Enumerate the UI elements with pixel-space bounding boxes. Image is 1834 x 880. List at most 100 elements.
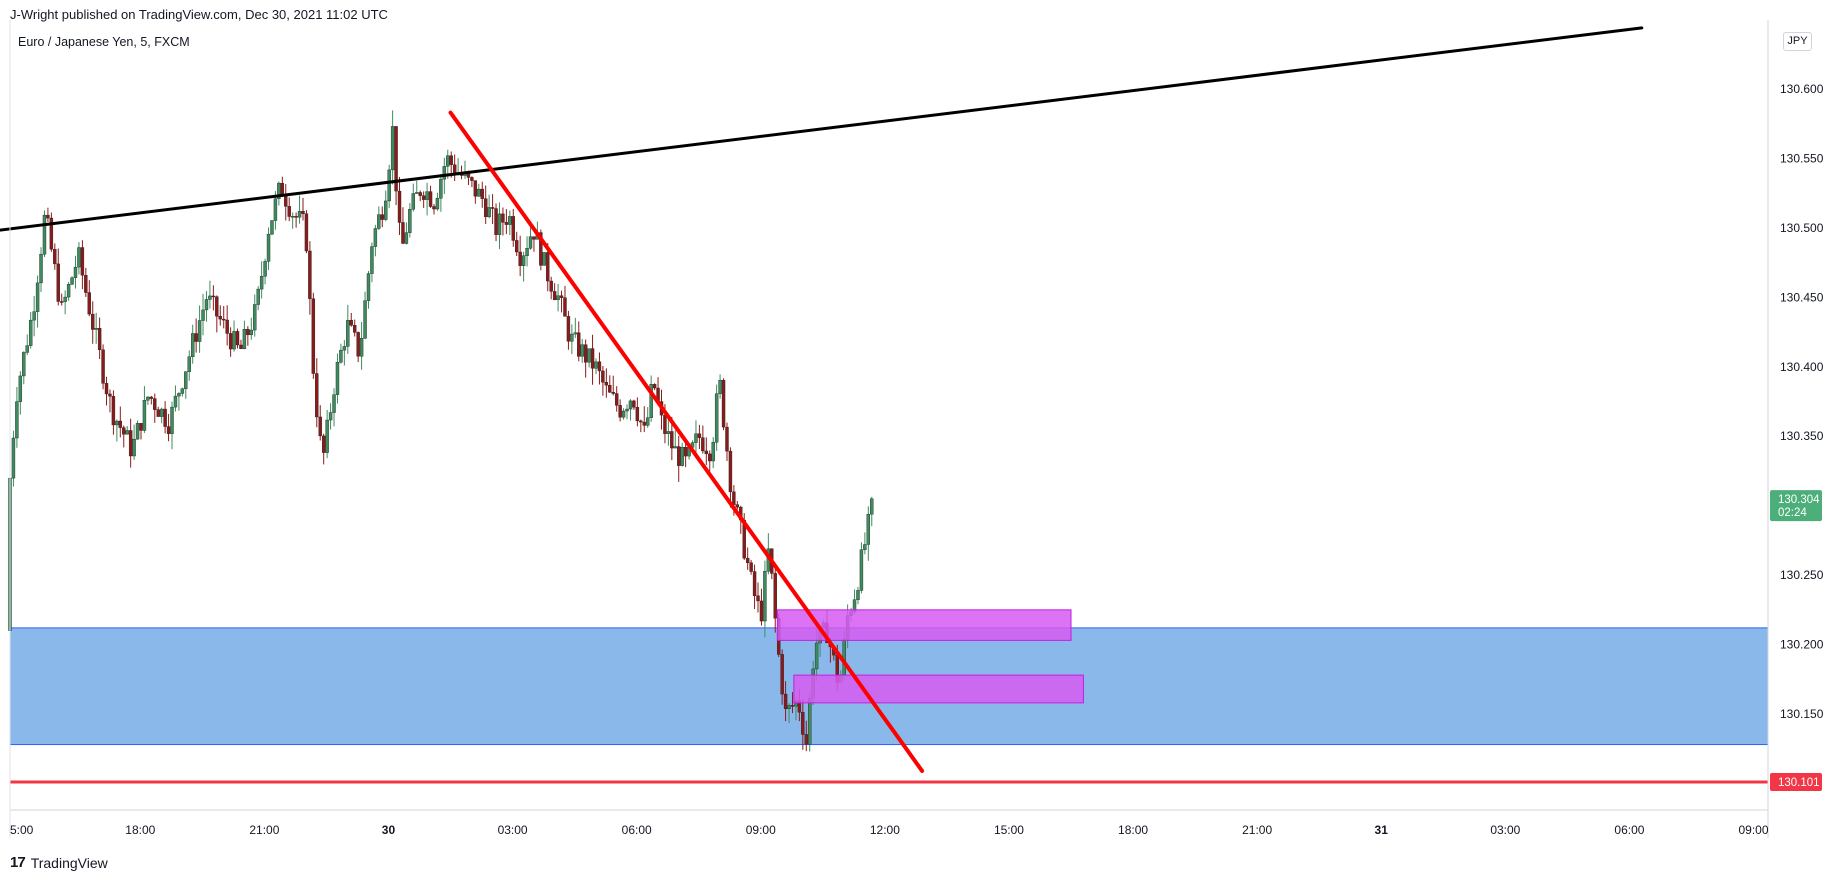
candle-body xyxy=(614,393,619,406)
candle-body xyxy=(159,408,164,417)
candle-body xyxy=(721,380,726,428)
candle-body xyxy=(180,388,185,394)
candle-body xyxy=(577,332,581,357)
candle-body xyxy=(418,192,422,196)
candle-body xyxy=(135,423,140,440)
candle-body xyxy=(97,328,102,350)
candle-body xyxy=(215,296,219,317)
x-tick-label: 18:00 xyxy=(125,823,155,837)
candle-body xyxy=(759,600,764,622)
candle-body xyxy=(442,166,447,180)
axes-layer: 130.600 130.550 130.500 130.450 130.400 130.3… xyxy=(9,20,1824,838)
candle-body xyxy=(66,284,71,298)
candle-body xyxy=(646,417,650,426)
candle-body xyxy=(632,400,636,408)
rising-trendline xyxy=(0,26,1644,232)
candle-body xyxy=(787,705,791,709)
candle-body xyxy=(804,734,808,745)
candle-body xyxy=(25,345,29,353)
candle-body xyxy=(745,557,750,563)
candle-body xyxy=(718,380,722,394)
candle-body xyxy=(22,352,26,377)
candle-body xyxy=(625,408,629,412)
candle-body xyxy=(549,280,553,292)
footer-brand[interactable]: 17 TradingView xyxy=(10,854,108,871)
candle-body xyxy=(353,325,357,333)
candle-body xyxy=(359,337,364,357)
candle-body xyxy=(470,177,474,181)
candle-body xyxy=(480,188,484,199)
candle-body xyxy=(408,208,412,233)
candle-body xyxy=(201,309,205,321)
candle-body xyxy=(242,329,247,349)
candle-body xyxy=(704,450,709,455)
candle-body xyxy=(752,571,757,596)
candle-body xyxy=(452,164,457,175)
candle-body xyxy=(270,220,274,235)
candle-body xyxy=(315,373,319,418)
x-tick-label: 09:00 xyxy=(1739,823,1769,837)
candle-body xyxy=(401,222,405,244)
candle-body xyxy=(390,126,395,171)
candle-body xyxy=(342,346,347,351)
x-tick-label: 15:00 xyxy=(994,823,1024,837)
candle-body xyxy=(84,275,88,293)
x-tick-label: 03:00 xyxy=(1490,823,1520,837)
candle-body xyxy=(518,251,522,266)
y-tick-label: 130.150 xyxy=(1780,707,1824,721)
symbol-legend[interactable]: Euro / Japanese Yen, 5, FXCM xyxy=(18,35,190,49)
candle-body xyxy=(73,266,78,278)
candle-body xyxy=(714,393,719,443)
candle-body xyxy=(673,446,677,449)
candle-body xyxy=(808,698,812,745)
candle-body xyxy=(552,291,557,301)
candle-body xyxy=(328,412,333,421)
candle-body xyxy=(756,595,760,602)
tradingview-logo-icon: 17 xyxy=(10,854,26,871)
candle-body xyxy=(335,362,340,395)
candle-body xyxy=(566,316,571,342)
candle-body xyxy=(311,298,316,374)
candle-body xyxy=(104,383,109,395)
x-tick-label: 21:00 xyxy=(1242,823,1272,837)
candle-body xyxy=(346,320,350,347)
candle-body xyxy=(749,562,753,572)
currency-badge[interactable]: JPY xyxy=(1783,32,1812,51)
candle-body xyxy=(366,273,371,301)
candle-body xyxy=(190,333,195,357)
candle-body xyxy=(332,394,336,413)
candle-body xyxy=(125,430,129,435)
candle-body xyxy=(239,344,243,349)
candle-body xyxy=(128,430,133,457)
candle-body xyxy=(356,332,360,357)
candle-body xyxy=(246,329,250,336)
candle-body xyxy=(483,198,488,218)
supply-box-1 xyxy=(776,609,1072,641)
candle-body xyxy=(111,396,116,426)
candle-body xyxy=(628,400,633,410)
candle-body xyxy=(487,207,491,218)
supply-box-2 xyxy=(793,674,1084,704)
support-level-value: 130.101 xyxy=(1778,777,1820,789)
candle-body xyxy=(70,277,74,285)
candle-body xyxy=(80,247,85,276)
candle-body xyxy=(101,349,105,384)
candle-body xyxy=(642,421,646,426)
candle-body xyxy=(411,193,416,210)
candle-body xyxy=(870,498,874,515)
candle-body xyxy=(11,437,16,479)
candle-body xyxy=(435,198,440,210)
y-tick-label: 130.500 xyxy=(1780,221,1824,235)
candle-body xyxy=(559,295,564,298)
x-tick-label: 30 xyxy=(382,823,396,837)
candle-body xyxy=(115,420,119,426)
last-price-badge xyxy=(1770,490,1822,522)
candle-body xyxy=(284,196,288,207)
candle-body xyxy=(652,384,657,389)
candle-body xyxy=(49,217,54,250)
candle-body xyxy=(546,252,550,282)
candle-body xyxy=(866,514,871,545)
candle-body xyxy=(763,571,767,622)
candle-body xyxy=(349,320,353,326)
